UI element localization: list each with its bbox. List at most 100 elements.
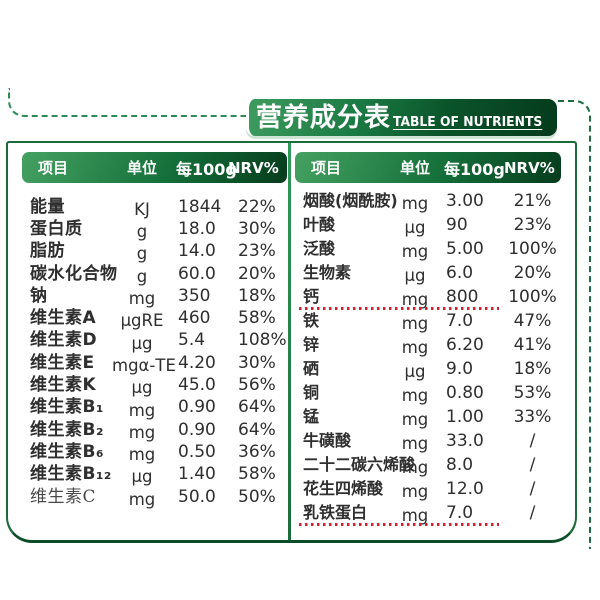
nutrient-name: 维生素A (30, 308, 97, 329)
nutrient-unit: mg (401, 457, 429, 477)
table-row: 铜 mg 0.80 53% (295, 381, 561, 405)
nutrient-value: 60.0 (178, 263, 216, 284)
nutrient-unit: g (136, 244, 148, 264)
table-row: 烟酸(烟酰胺) mg 3.00 21% (295, 189, 561, 213)
table-row: 能量 KJ 1844 22% (22, 196, 287, 218)
nutrient-name: 钠 (30, 285, 48, 306)
nutrient-name: 维生素B₂ (30, 419, 104, 440)
header-nrv: NRV% (228, 158, 279, 177)
header-unit: 单位 (126, 159, 157, 177)
nutrient-nrv: 30% (238, 352, 276, 373)
table-body: 能量 KJ 1844 22% 蛋白质 g 18.0 30% 脂肪 g 14.0 23% 碳水化合物 g 60… (22, 196, 287, 508)
nutrient-nrv: 18% (513, 358, 552, 379)
nutrient-unit: mg (128, 489, 156, 509)
nutrient-name: 钙 (303, 287, 320, 306)
nutrient-value: 6.0 (446, 262, 474, 283)
nutrient-unit: mg (128, 289, 156, 309)
nutrient-name: 碳水化合物 (30, 263, 118, 284)
table-row: 锌 mg 6.20 41% (295, 333, 561, 357)
table-row: 维生素B₁ mg 0.90 64% (22, 397, 287, 419)
nutrient-value: 0.90 (178, 419, 216, 440)
nutrient-unit: mg (401, 481, 429, 501)
header-item: 项目 (311, 159, 342, 177)
nutrient-unit: mgα-TE (112, 355, 176, 375)
nutrient-name: 脂肪 (30, 241, 65, 262)
nutrient-name: 维生素B₁ (30, 397, 104, 418)
nutrient-name: 锌 (303, 335, 320, 354)
red-dotted-underline (299, 307, 499, 310)
column-divider (288, 143, 291, 540)
nutrient-name: 生物素 (303, 263, 352, 282)
nutrient-nrv: 18% (238, 285, 276, 306)
table-row: 花生四烯酸 mg 12.0 / (295, 477, 561, 501)
nutrient-nrv: 47% (513, 310, 552, 331)
nutrient-name: 乳铁蛋白 (303, 503, 368, 522)
nutrient-nrv: 23% (513, 214, 552, 235)
table-row: 乳铁蛋白 mg 7.0 / (295, 501, 561, 526)
nutrient-name: 铁 (303, 311, 320, 330)
dashed-connector-left (8, 88, 248, 117)
nutrient-name: 维生素C (30, 486, 97, 507)
nutrient-value: 4.20 (178, 352, 216, 373)
nutrient-nrv: 56% (238, 375, 276, 396)
nutrients-table-right: 项目 单位 每100g NRV% 烟酸(烟酰胺) mg 3.00 21% 叶酸 μg 90 2… (295, 152, 561, 526)
nutrient-unit: μg (404, 361, 426, 381)
nutrient-value: 8.0 (446, 454, 474, 475)
title-banner: 营养成分表 TABLE OF NUTRIENTS (246, 99, 557, 136)
table-row: 维生素C mg 50.0 50% (22, 486, 287, 508)
nutrient-value: 5.00 (446, 238, 484, 259)
nutrient-name: 维生素D (30, 330, 98, 351)
table-header: 项目 单位 每100g NRV% (295, 152, 561, 183)
table-row: 生物素 μg 6.0 20% (295, 261, 561, 285)
nutrient-value: 18.0 (178, 218, 216, 239)
nutrient-name: 能量 (30, 196, 65, 217)
nutrient-value: 45.0 (178, 375, 216, 396)
nutrient-nrv: 22% (238, 196, 276, 217)
nutrient-nrv: 20% (238, 263, 276, 284)
nutrient-name: 蛋白质 (30, 218, 83, 239)
table-row: 二十二碳六烯酸 mg 8.0 / (295, 453, 561, 477)
nutrient-nrv: 30% (238, 218, 276, 239)
nutrient-unit: g (136, 266, 148, 286)
nutrient-value: 9.0 (446, 358, 474, 379)
panel-title-en: TABLE OF NUTRIENTS (392, 115, 543, 130)
table-row: 脂肪 g 14.0 23% (22, 241, 287, 263)
nutrient-name: 维生素K (30, 375, 97, 396)
nutrient-nrv: / (529, 478, 536, 499)
nutrient-unit: mg (401, 505, 429, 525)
nutrient-name: 铜 (303, 383, 320, 402)
nutrient-name: 维生素B₆ (30, 441, 104, 462)
nutrient-value: 50.0 (178, 486, 216, 507)
table-row: 维生素K μg 45.0 56% (22, 374, 287, 396)
nutrient-value: 33.0 (446, 430, 484, 451)
nutrient-name: 维生素E (30, 352, 95, 373)
nutrient-value: 800 (446, 286, 479, 307)
panel-title-zh: 营养成分表 (255, 103, 391, 133)
table-row: 维生素B₁₂ μg 1.40 58% (22, 464, 287, 486)
dashed-connector-right (558, 100, 591, 549)
header-per-100g: 每100g (444, 159, 505, 179)
table-row: 泛酸 mg 5.00 100% (295, 237, 561, 261)
nutrient-nrv: 64% (238, 397, 276, 418)
nutrient-value: 0.50 (178, 441, 216, 462)
nutrient-value: 90 (446, 214, 468, 235)
nutrient-unit: μg (404, 217, 426, 237)
nutrient-name: 烟酸(烟酰胺) (303, 191, 398, 210)
nutrient-nrv: 33% (513, 406, 552, 427)
nutrient-nrv: / (529, 502, 536, 523)
nutrient-unit: μg (131, 333, 153, 353)
nutrient-name: 泛酸 (303, 239, 336, 258)
nutrient-nrv: 36% (238, 441, 276, 462)
nutrient-value: 0.90 (178, 397, 216, 418)
nutrient-value: 1844 (178, 196, 222, 217)
nutrient-unit: KJ (134, 199, 150, 219)
nutrient-nrv: / (529, 454, 536, 475)
nutrient-name: 叶酸 (303, 215, 336, 234)
nutrient-value: 7.0 (446, 502, 474, 523)
nutrient-unit: mg (128, 422, 156, 442)
table-row: 维生素B₂ mg 0.90 64% (22, 419, 287, 441)
nutrient-nrv: 21% (513, 190, 552, 211)
nutrient-nrv: 100% (508, 238, 557, 259)
table-row: 钙 mg 800 100% (295, 285, 561, 310)
